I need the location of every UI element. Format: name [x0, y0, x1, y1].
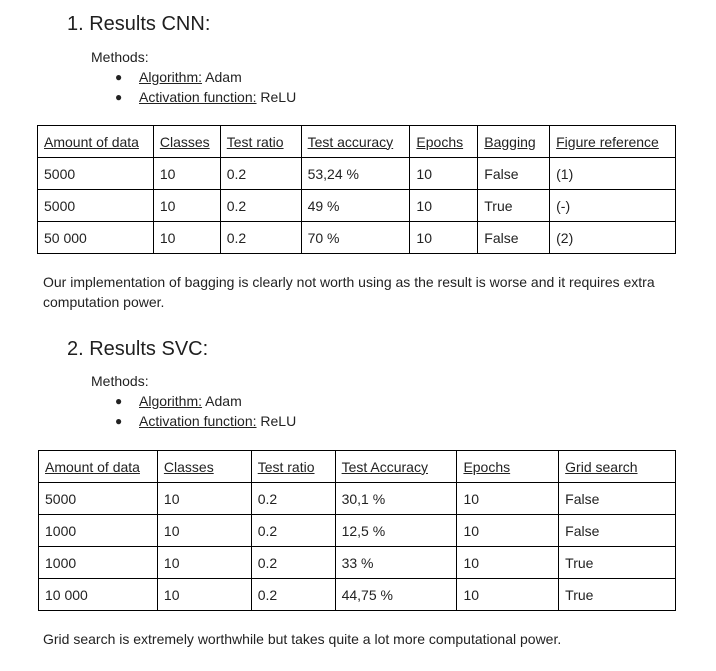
- bullet-icon: ●: [115, 414, 123, 428]
- methods-label: Methods:: [91, 49, 149, 65]
- column-header: Classes: [156, 450, 252, 483]
- table-cell: 10: [152, 157, 221, 190]
- table-cell: 10: [156, 482, 252, 515]
- table-cell: 0.2: [250, 546, 336, 579]
- column-header: Test Accuracy: [334, 450, 458, 483]
- table-cell: (2): [549, 221, 676, 254]
- column-header: Amount of data: [37, 125, 154, 158]
- table-cell: True: [558, 546, 676, 579]
- methods-list: ● Algorithm: Adam ● Activation function: R…: [91, 391, 296, 431]
- method-key: Activation function:: [139, 413, 257, 429]
- table-cell: 5000: [37, 157, 154, 190]
- table-cell: (-): [549, 189, 676, 222]
- table-cell: 5000: [38, 482, 158, 515]
- table-cell: 0.2: [250, 578, 336, 611]
- method-key: Algorithm:: [139, 69, 203, 85]
- table-row: 5000 10 0.2 53,24 % 10 False (1): [37, 157, 676, 190]
- table-cell: 10: [152, 221, 221, 254]
- table-cell: 70 %: [300, 221, 411, 254]
- table-cell: 10: [456, 546, 560, 579]
- results-svc-table: Amount of data Classes Test ratio Test A…: [38, 450, 676, 611]
- table-cell: 0.2: [219, 189, 302, 222]
- table-cell: False: [558, 482, 676, 515]
- methods-list: ● Algorithm: Adam ● Activation function: R…: [91, 67, 296, 107]
- table-cell: False: [477, 157, 551, 190]
- table-cell: 0.2: [219, 221, 302, 254]
- method-value: ReLU: [260, 89, 297, 105]
- table-cell: 10: [152, 189, 221, 222]
- table-row: 5000 10 0.2 49 % 10 True (-): [37, 189, 676, 222]
- method-value: ReLU: [260, 413, 297, 429]
- table-row: 5000 10 0.2 30,1 % 10 False: [38, 482, 676, 515]
- table-cell: 1000: [38, 546, 158, 579]
- method-item-algorithm: ● Algorithm: Adam: [91, 67, 296, 87]
- methods-label: Methods:: [91, 373, 149, 389]
- column-header: Test ratio: [250, 450, 336, 483]
- section2-paragraph: Grid search is extremely worthwhile but …: [43, 631, 562, 647]
- table-cell: 10: [409, 157, 479, 190]
- section2-methods: Methods: ● Algorithm: Adam ● Activation fu…: [91, 372, 296, 431]
- results-cnn-table: Amount of data Classes Test ratio Test a…: [37, 125, 676, 254]
- column-header: Classes: [152, 125, 221, 158]
- table-cell: 10: [156, 546, 252, 579]
- column-header: Amount of data: [38, 450, 158, 483]
- column-header: Bagging: [477, 125, 551, 158]
- bullet-icon: ●: [115, 90, 123, 104]
- table-cell: 10: [456, 578, 560, 611]
- bullet-icon: ●: [115, 70, 123, 84]
- table-cell: 10: [156, 578, 252, 611]
- table-cell: True: [477, 189, 551, 222]
- method-item-activation: ● Activation function: ReLU: [91, 87, 296, 107]
- method-key: Activation function:: [139, 89, 257, 105]
- table-row: 10 000 10 0.2 44,75 % 10 True: [38, 578, 676, 611]
- column-header: Epochs: [409, 125, 479, 158]
- method-value: Adam: [205, 69, 242, 85]
- table-cell: 50 000: [37, 221, 154, 254]
- table-cell: True: [558, 578, 676, 611]
- table-cell: 0.2: [250, 514, 336, 547]
- column-header: Epochs: [456, 450, 560, 483]
- section1-heading: 1. Results CNN:: [67, 13, 211, 35]
- table-cell: 44,75 %: [334, 578, 458, 611]
- table-cell: False: [477, 221, 551, 254]
- table-cell: 10 000: [38, 578, 158, 611]
- method-item-algorithm: ● Algorithm: Adam: [91, 391, 296, 411]
- bullet-icon: ●: [115, 394, 123, 408]
- table-header-row: Amount of data Classes Test ratio Test a…: [37, 125, 676, 158]
- table-cell: 10: [409, 221, 479, 254]
- column-header: Test ratio: [219, 125, 302, 158]
- table-cell: 0.2: [250, 482, 336, 515]
- column-header: Grid search: [558, 450, 676, 483]
- method-value: Adam: [205, 393, 242, 409]
- table-cell: 30,1 %: [334, 482, 458, 515]
- table-cell: False: [558, 514, 676, 547]
- table-cell: 53,24 %: [300, 157, 411, 190]
- table-cell: 33 %: [334, 546, 458, 579]
- table-cell: 5000: [37, 189, 154, 222]
- section1-paragraph: Our implementation of bagging is clearly…: [43, 274, 655, 310]
- table-cell: 10: [156, 514, 252, 547]
- table-row: 50 000 10 0.2 70 % 10 False (2): [37, 221, 676, 254]
- column-header: Figure reference: [549, 125, 676, 158]
- method-item-activation: ● Activation function: ReLU: [91, 411, 296, 431]
- table-cell: 10: [456, 482, 560, 515]
- column-header: Test accuracy: [300, 125, 411, 158]
- method-key: Algorithm:: [139, 393, 203, 409]
- table-cell: 12,5 %: [334, 514, 458, 547]
- table-cell: 10: [456, 514, 560, 547]
- section2-heading: 2. Results SVC:: [67, 338, 209, 360]
- table-row: 1000 10 0.2 33 % 10 True: [38, 546, 676, 579]
- table-cell: (1): [549, 157, 676, 190]
- table-cell: 0.2: [219, 157, 302, 190]
- section1-methods: Methods: ● Algorithm: Adam ● Activation fu…: [91, 48, 296, 107]
- table-row: 1000 10 0.2 12,5 % 10 False: [38, 514, 676, 547]
- table-header-row: Amount of data Classes Test ratio Test A…: [38, 450, 676, 483]
- table-cell: 10: [409, 189, 479, 222]
- table-cell: 1000: [38, 514, 158, 547]
- table-cell: 49 %: [300, 189, 411, 222]
